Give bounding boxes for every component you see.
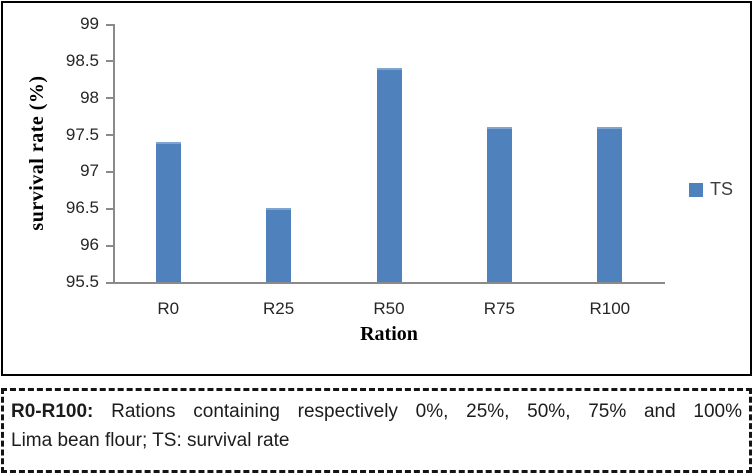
- y-axis-line: [113, 24, 115, 284]
- x-tick-label-R75: R75: [483, 299, 515, 318]
- x-axis-line: [113, 282, 665, 284]
- y-tick-mark: [106, 23, 114, 26]
- y-tick-mark: [106, 60, 114, 63]
- y-tick-mark: [106, 281, 114, 284]
- y-tick-label: 96.5: [65, 198, 99, 218]
- y-tick-label: 96: [80, 235, 99, 255]
- y-tick-label: 95.5: [65, 272, 99, 291]
- bar-R25: [266, 208, 292, 282]
- caption-line-1-text: Rations containing respectively 0%, 25%,…: [111, 401, 742, 422]
- legend-swatch-icon: [689, 182, 703, 197]
- bar-R50: [376, 68, 402, 282]
- legend-label: TS: [710, 179, 734, 199]
- y-tick-mark: [106, 134, 114, 137]
- caption-box: R0-R100: Rations containing respectively…: [1, 388, 752, 473]
- y-tick-label: 98.5: [65, 50, 99, 70]
- x-tick-label-R50: R50: [373, 299, 405, 318]
- bar-R100: [597, 127, 623, 282]
- caption-line-1: R0-R100: Rations containing respectively…: [11, 400, 742, 424]
- bar-R75: [486, 127, 512, 282]
- x-tick-label-R0: R0: [157, 299, 180, 318]
- y-tick-label: 97.5: [65, 124, 99, 144]
- y-tick-mark: [106, 244, 114, 247]
- x-tick-label-R100: R100: [589, 299, 631, 318]
- y-tick-mark: [106, 97, 114, 100]
- bar-R0: [155, 141, 181, 282]
- legend: TS: [689, 179, 733, 200]
- bar-chart: survival rate (%) 99 98.5 98 97.5 97 96.5 96 95…: [1, 1, 752, 376]
- caption-line-2: Lima bean flour; TS: survival rate: [11, 430, 290, 451]
- y-tick-label: 98: [80, 87, 99, 107]
- y-tick-mark: [106, 170, 114, 173]
- y-tick-label: 97: [80, 161, 99, 181]
- y-tick-label: 99: [80, 14, 99, 33]
- y-tick-mark: [106, 207, 114, 210]
- caption-line-1-bold: R0-R100:: [11, 401, 94, 422]
- x-tick-label-R25: R25: [263, 299, 295, 318]
- x-axis-title: Ration: [360, 323, 418, 345]
